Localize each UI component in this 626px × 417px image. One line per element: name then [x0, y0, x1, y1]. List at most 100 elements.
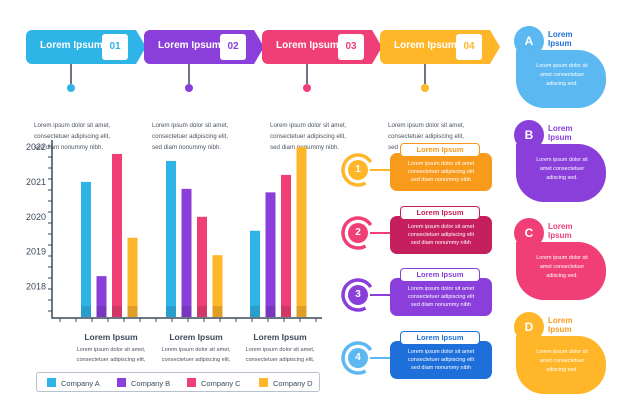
ring-icon	[341, 278, 375, 312]
ring-icon	[341, 216, 375, 250]
card-letter: B	[514, 120, 544, 150]
step-dot	[185, 84, 193, 92]
card-body: Lorem ipsum dolor sit amet consectetuer …	[516, 50, 606, 108]
bar-company-c-group-1	[112, 153, 122, 317]
chart-group-caption: Lorem Ipsum Lorem ipsum dolor sit amet, c…	[56, 332, 166, 365]
chart-group-title: Lorem Ipsum	[84, 332, 138, 342]
bar-chart: 2018 2019 2020 2021 2022	[26, 140, 322, 322]
y-tick-label: 2021	[26, 177, 46, 187]
step-2: Lorem Ipsum 02 Lorem ipsum dolor sit amet,…	[144, 30, 264, 151]
step-stem	[306, 64, 308, 84]
bar-base	[296, 306, 307, 317]
item-number: 3	[348, 285, 368, 305]
numbered-item-2: 2 Lorem ipsum dolor sit amet consectetuer…	[340, 206, 500, 262]
item-body: Lorem ipsum dolor sit amet consectetuer …	[390, 341, 492, 379]
legend-label: Company C	[201, 379, 241, 388]
connector-line	[370, 169, 392, 171]
step-dot	[67, 84, 75, 92]
item-title: Lorem Ipsum	[400, 268, 480, 282]
legend-item: Company A	[47, 378, 100, 388]
bar-company-d-group-2	[212, 255, 223, 317]
card-body: Lorem ipsum dolor sit amet consectetuer …	[516, 242, 606, 300]
bar-base	[181, 306, 192, 317]
card-letter: C	[514, 218, 544, 248]
item-number: 4	[348, 348, 368, 368]
bar-company-c-group-2	[197, 216, 207, 317]
bar-company-a-group-1	[81, 181, 91, 317]
bar-base	[250, 306, 260, 317]
step-label: Lorem Ipsum	[276, 40, 339, 51]
bar-company-a-group-2	[166, 160, 176, 317]
bar-company-a-group-3	[250, 230, 260, 317]
step-4: Lorem Ipsum 04 Lorem ipsum dolor sit amet,…	[380, 30, 500, 151]
bar-base	[127, 306, 138, 317]
step-arrow	[136, 30, 146, 64]
legend-swatch	[187, 378, 196, 387]
bar-base	[96, 306, 107, 317]
step-stem	[424, 64, 426, 84]
step-dot	[303, 84, 311, 92]
y-tick-label: 2022	[26, 142, 46, 152]
bar-base	[112, 306, 122, 317]
card-d: Lorem ipsum dolor sit amet consectetuer …	[514, 312, 606, 396]
step-arrow	[372, 30, 382, 64]
bar-base	[281, 306, 291, 317]
card-letter: D	[514, 312, 544, 342]
card-c: Lorem ipsum dolor sit amet consectetuer …	[514, 218, 606, 302]
card-b: Lorem ipsum dolor sit amet consectetuer …	[514, 120, 606, 204]
item-body: Lorem ipsum dolor sit amet consectetuer …	[390, 278, 492, 316]
step-text: Lorem ipsum dolor sit amet, consectetuer…	[270, 122, 347, 151]
card-a: Lorem ipsum dolor sit amet consectetuer …	[514, 26, 606, 110]
bar-base	[81, 306, 91, 317]
step-stem	[70, 64, 72, 84]
numbered-item-1: 1 Lorem ipsum dolor sit amet consectetuer…	[340, 143, 500, 199]
chart-group-caption: Lorem Ipsum Lorem ipsum dolor sit amet, c…	[141, 332, 251, 365]
ring-icon	[341, 341, 375, 375]
step-number: 03	[338, 34, 364, 60]
item-title: Lorem Ipsum	[400, 143, 480, 157]
y-tick-label: 2018	[26, 282, 46, 292]
card-title: Lorem Ipsum	[548, 124, 573, 142]
step-label: Lorem Ipsum	[40, 40, 103, 51]
item-title: Lorem Ipsum	[400, 206, 480, 220]
step-number: 01	[102, 34, 128, 60]
card-title: Lorem Ipsum	[548, 30, 573, 48]
step-arrow	[490, 30, 500, 64]
ring-icon	[341, 153, 375, 187]
step-3: Lorem Ipsum 03 Lorem ipsum dolor sit amet,…	[262, 30, 382, 151]
legend-swatch	[47, 378, 56, 387]
chart-legend: Company A Company B Company C Company D	[36, 372, 320, 392]
connector-line	[370, 232, 392, 234]
bar-base	[197, 306, 207, 317]
legend-label: Company A	[61, 379, 100, 388]
chart-axis	[51, 140, 322, 319]
card-letter: A	[514, 26, 544, 56]
legend-item: Company C	[187, 378, 241, 388]
bar-base	[166, 306, 176, 317]
legend-swatch	[117, 378, 126, 387]
step-number: 04	[456, 34, 482, 60]
step-arrow	[254, 30, 264, 64]
legend-swatch	[259, 378, 268, 387]
chart-group-text: Lorem ipsum dolor sit amet, consectetuer…	[161, 347, 231, 363]
item-body: Lorem ipsum dolor sit amet consectetuer …	[390, 216, 492, 254]
card-body: Lorem ipsum dolor sit amet consectetuer …	[516, 336, 606, 394]
y-tick-label: 2019	[26, 247, 46, 257]
step-label: Lorem Ipsum	[158, 40, 221, 51]
y-tick-label: 2020	[26, 212, 46, 222]
chart-group-title: Lorem Ipsum	[253, 332, 307, 342]
bar-company-b-group-1	[96, 276, 107, 317]
step-stem	[188, 64, 190, 84]
legend-item: Company B	[117, 378, 170, 388]
numbered-item-4: 4 Lorem ipsum dolor sit amet consectetuer…	[340, 331, 500, 387]
card-title: Lorem Ipsum	[548, 316, 573, 334]
chart-group-caption: Lorem Ipsum Lorem ipsum dolor sit amet, c…	[225, 332, 335, 365]
card-title: Lorem Ipsum	[548, 222, 573, 240]
step-dot	[421, 84, 429, 92]
chart-group-text: Lorem ipsum dolor sit amet, consectetuer…	[245, 347, 315, 363]
bar-company-b-group-2	[181, 188, 192, 317]
legend-label: Company B	[131, 379, 171, 388]
connector-line	[370, 357, 392, 359]
chart-group-title: Lorem Ipsum	[169, 332, 223, 342]
chart-group-text: Lorem ipsum dolor sit amet, consectetuer…	[76, 347, 146, 363]
